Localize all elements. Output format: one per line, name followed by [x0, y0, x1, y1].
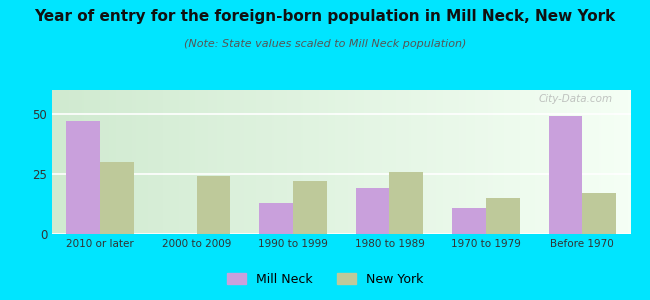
Bar	[100, 162, 134, 234]
Bar	[582, 193, 616, 234]
Bar	[259, 203, 293, 234]
Bar	[356, 188, 389, 234]
Bar	[549, 116, 582, 234]
Bar	[452, 208, 486, 234]
Bar	[293, 181, 327, 234]
Text: Year of entry for the foreign-born population in Mill Neck, New York: Year of entry for the foreign-born popul…	[34, 9, 616, 24]
Text: City-Data.com: City-Data.com	[539, 94, 613, 104]
Text: (Note: State values scaled to Mill Neck population): (Note: State values scaled to Mill Neck …	[184, 39, 466, 49]
Bar	[389, 172, 423, 234]
Legend: Mill Neck, New York: Mill Neck, New York	[222, 268, 428, 291]
Bar	[66, 121, 100, 234]
Bar	[486, 198, 519, 234]
Bar	[196, 176, 230, 234]
